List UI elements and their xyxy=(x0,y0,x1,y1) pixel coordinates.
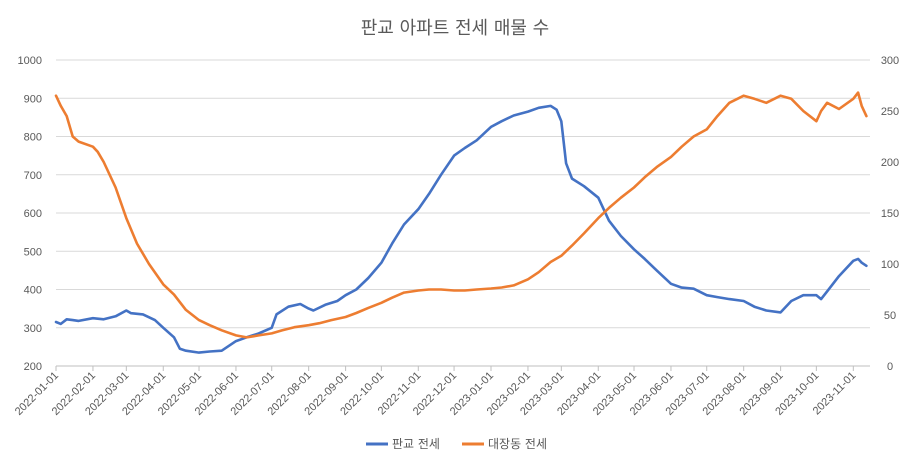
series-line-0 xyxy=(54,104,868,354)
series-line-1 xyxy=(54,91,868,339)
x-axis: 2022-01-012022-02-012022-03-012022-04-01… xyxy=(13,365,870,418)
y-right-tick-label: 100 xyxy=(881,259,899,271)
y-right-tick-label: 250 xyxy=(881,106,899,118)
y-left-tick-label: 1000 xyxy=(18,55,42,67)
legend: 판교 전세 대장동 전세 xyxy=(366,437,547,451)
y-right-tick-label: 150 xyxy=(881,208,899,220)
gridlines xyxy=(56,59,870,367)
chart-title: 판교 아파트 전세 매물 수 xyxy=(361,18,550,39)
y-right-tick-label: 200 xyxy=(881,157,899,169)
y-right-tick-label: 0 xyxy=(887,361,893,373)
y-left-tick-label: 700 xyxy=(24,170,42,182)
y-axis-left: 200 300 400 500 600 700 800 900 1000 xyxy=(18,55,42,373)
y-left-tick-label: 900 xyxy=(24,93,42,105)
y-axis-right: 0 50 100 150 200 250 300 xyxy=(881,55,899,373)
y-left-tick-label: 800 xyxy=(24,132,42,144)
legend-label-pangyo: 판교 전세 xyxy=(392,437,440,451)
y-left-tick-label: 300 xyxy=(24,323,42,335)
y-right-tick-label: 50 xyxy=(884,310,896,322)
y-left-tick-label: 400 xyxy=(24,285,42,297)
y-left-tick-label: 600 xyxy=(24,208,42,220)
y-left-tick-label: 500 xyxy=(24,246,42,258)
y-right-tick-label: 300 xyxy=(881,55,899,67)
legend-label-daejang: 대장동 전세 xyxy=(488,437,547,451)
y-left-tick-label: 200 xyxy=(24,361,42,373)
series-lines xyxy=(54,91,868,354)
